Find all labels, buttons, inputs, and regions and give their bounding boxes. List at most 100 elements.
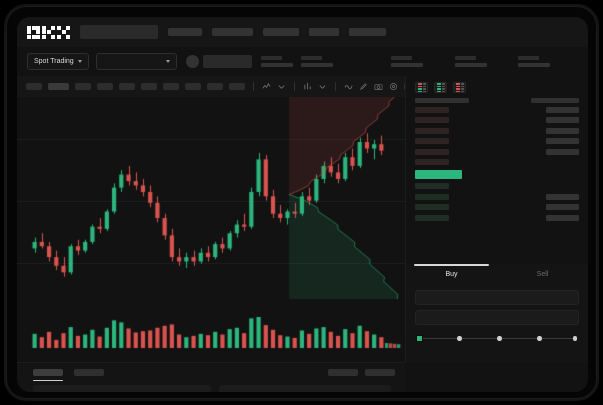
chevron-down-icon[interactable] <box>277 82 286 91</box>
stat-label <box>300 56 322 60</box>
column-header-amount <box>531 98 579 103</box>
timeframe-button-1[interactable] <box>48 83 69 90</box>
slider-stop-3[interactable] <box>537 336 542 341</box>
table-row[interactable] <box>415 204 579 211</box>
nav-link-3[interactable] <box>263 28 299 36</box>
timeframe-button-7[interactable] <box>185 83 201 90</box>
pair-select[interactable] <box>95 53 177 70</box>
timeframe-button-0[interactable] <box>26 83 42 90</box>
price-chart-pane[interactable] <box>17 97 405 362</box>
pair-stat-3 <box>454 56 487 67</box>
chevron-down-icon <box>77 60 82 63</box>
app-screen: Spot Trading <box>17 17 588 392</box>
amount-input[interactable] <box>415 310 579 325</box>
timeframe-button-8[interactable] <box>207 83 223 90</box>
timeframe-button-5[interactable] <box>141 83 157 90</box>
bottom-card-1[interactable] <box>33 385 211 392</box>
pair-stat-0 <box>260 56 293 67</box>
slider-stop-1[interactable] <box>457 336 462 341</box>
table-row[interactable] <box>415 106 579 113</box>
logo-letter-x <box>57 25 70 39</box>
logo-letter-o <box>27 25 40 39</box>
nav-link-5[interactable] <box>349 28 386 36</box>
device-frame: Spot Trading <box>4 4 599 401</box>
trading-mode-label: Spot Trading <box>34 58 74 65</box>
timeframe-button-3[interactable] <box>97 83 113 90</box>
spread-row-highlight[interactable] <box>415 169 579 179</box>
tab-buy[interactable]: Buy <box>406 264 497 285</box>
draw-pencil-icon[interactable] <box>359 82 368 91</box>
stat-label <box>517 56 539 60</box>
orders-bottom-panel <box>17 362 405 392</box>
order-book-view-modes <box>406 76 588 98</box>
nav-link-4[interactable] <box>309 28 339 36</box>
camera-icon[interactable] <box>374 82 383 91</box>
trading-mode-select[interactable]: Spot Trading <box>27 53 89 70</box>
pair-stat-4 <box>517 56 550 67</box>
settings-gear-icon[interactable] <box>389 82 398 91</box>
bottom-panel-tabs <box>17 363 405 381</box>
stat-label <box>260 56 282 60</box>
pair-name-label <box>202 55 252 68</box>
volume-histogram <box>17 309 405 354</box>
slider-stop-2[interactable] <box>497 336 502 341</box>
table-row[interactable] <box>415 127 579 134</box>
timeframe-button-4[interactable] <box>119 83 135 90</box>
pair-header-bar: Spot Trading <box>17 47 588 76</box>
tab-sell[interactable]: Sell <box>497 264 588 285</box>
bottom-card-2[interactable] <box>219 385 391 392</box>
stat-label <box>390 56 412 60</box>
price-input[interactable] <box>415 290 579 305</box>
search-input[interactable] <box>80 25 158 39</box>
order-book-header <box>406 98 588 106</box>
buy-sell-tabs: Buy Sell <box>406 264 588 285</box>
table-row[interactable] <box>415 159 579 166</box>
timeframe-button-2[interactable] <box>75 83 91 90</box>
slider-handle[interactable] <box>416 335 423 342</box>
orderbook-bids-icon[interactable] <box>434 82 447 93</box>
table-row[interactable] <box>415 183 579 190</box>
compare-icon[interactable] <box>303 82 312 91</box>
chevron-down-icon <box>165 60 170 63</box>
bottom-panel-actions <box>328 369 395 376</box>
nav-link-1[interactable] <box>168 28 202 36</box>
toolbar-divider <box>253 82 254 91</box>
timeframe-button-9[interactable] <box>229 83 245 90</box>
tab-open-orders[interactable] <box>33 369 63 381</box>
tab-order-history[interactable] <box>74 369 104 376</box>
logo-letter-k <box>42 25 55 39</box>
nav-link-2[interactable] <box>212 28 253 36</box>
percent-slider[interactable] <box>416 334 577 343</box>
table-row[interactable] <box>415 193 579 200</box>
indicators-icon[interactable] <box>262 82 271 91</box>
bottom-action-2[interactable] <box>365 369 395 376</box>
line-chart-icon[interactable] <box>344 82 353 91</box>
bottom-action-1[interactable] <box>328 369 358 376</box>
table-row[interactable] <box>415 138 579 145</box>
depth-overlay-chart <box>267 97 405 309</box>
bottom-panel-body <box>17 376 405 392</box>
stat-label <box>454 56 476 60</box>
tab-sell-label: Sell <box>536 271 549 278</box>
table-row[interactable] <box>415 148 579 155</box>
tab-buy-label: Buy <box>445 271 458 278</box>
toolbar-divider <box>294 82 295 91</box>
stat-value <box>390 63 423 67</box>
table-row[interactable] <box>415 117 579 124</box>
top-navbar <box>17 17 588 47</box>
orderbook-asks-icon[interactable] <box>453 82 466 93</box>
trade-form-panel: Buy Sell <box>405 264 588 362</box>
chevron-down-icon[interactable] <box>318 82 327 91</box>
timeframe-button-6[interactable] <box>163 83 179 90</box>
orderbook-both-icon[interactable] <box>415 82 428 93</box>
stat-value <box>300 63 333 67</box>
slider-stop-4[interactable] <box>572 336 577 341</box>
table-row[interactable] <box>415 214 579 221</box>
coin-avatar <box>185 55 199 68</box>
column-header-price <box>415 98 469 103</box>
okx-logo[interactable] <box>27 25 70 39</box>
pair-stat-2 <box>390 56 423 67</box>
stat-value <box>454 63 487 67</box>
toolbar-divider <box>335 82 336 91</box>
pair-stat-1 <box>300 56 333 67</box>
